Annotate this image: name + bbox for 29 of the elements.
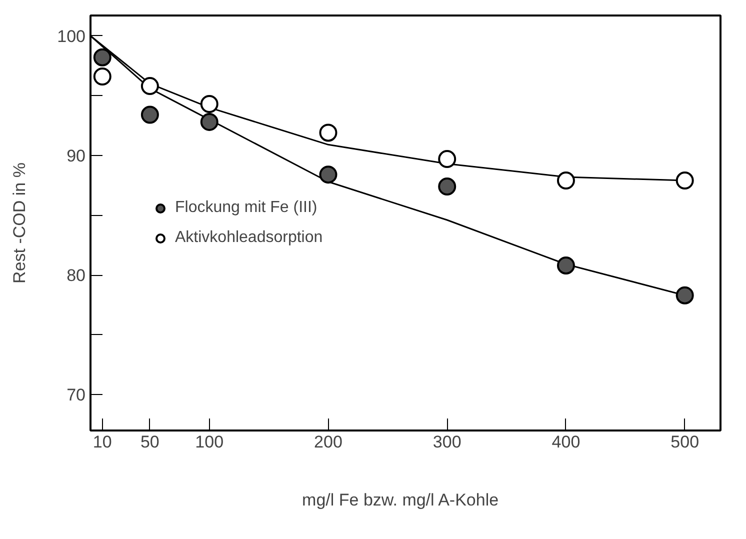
point — [438, 150, 456, 168]
y-tick-label: 70 — [66, 386, 86, 405]
point — [93, 68, 112, 86]
x-tick-label: 400 — [552, 432, 580, 452]
point — [200, 112, 218, 131]
x-tick-label: 300 — [432, 432, 462, 452]
x-tick-label: 50 — [140, 432, 160, 452]
point — [676, 286, 694, 304]
y-axis-title: Rest -COD in % — [10, 162, 30, 284]
point — [438, 178, 456, 196]
point — [200, 95, 218, 113]
x-tick-label: 10 — [92, 432, 112, 452]
x-tick-label: 100 — [195, 432, 224, 452]
legend-label: Aktivkohleadsorption — [175, 228, 323, 246]
y-tick-label: 90 — [66, 146, 86, 166]
point — [676, 172, 694, 190]
point — [556, 172, 575, 190]
point — [319, 166, 338, 184]
legend-label: Flockung mit Fe (III) — [175, 198, 318, 216]
point — [140, 77, 159, 96]
x-tick-label: 200 — [314, 432, 342, 452]
y-tick-label: 80 — [66, 266, 86, 286]
point — [556, 256, 575, 274]
y-tick-label: 100 — [57, 26, 86, 46]
point — [319, 124, 338, 142]
point — [140, 106, 159, 124]
x-tick-label: 500 — [670, 432, 700, 452]
x-axis-title: mg/l Fe bzw. mg/l A-Kohle — [302, 490, 499, 510]
point — [93, 48, 112, 66]
